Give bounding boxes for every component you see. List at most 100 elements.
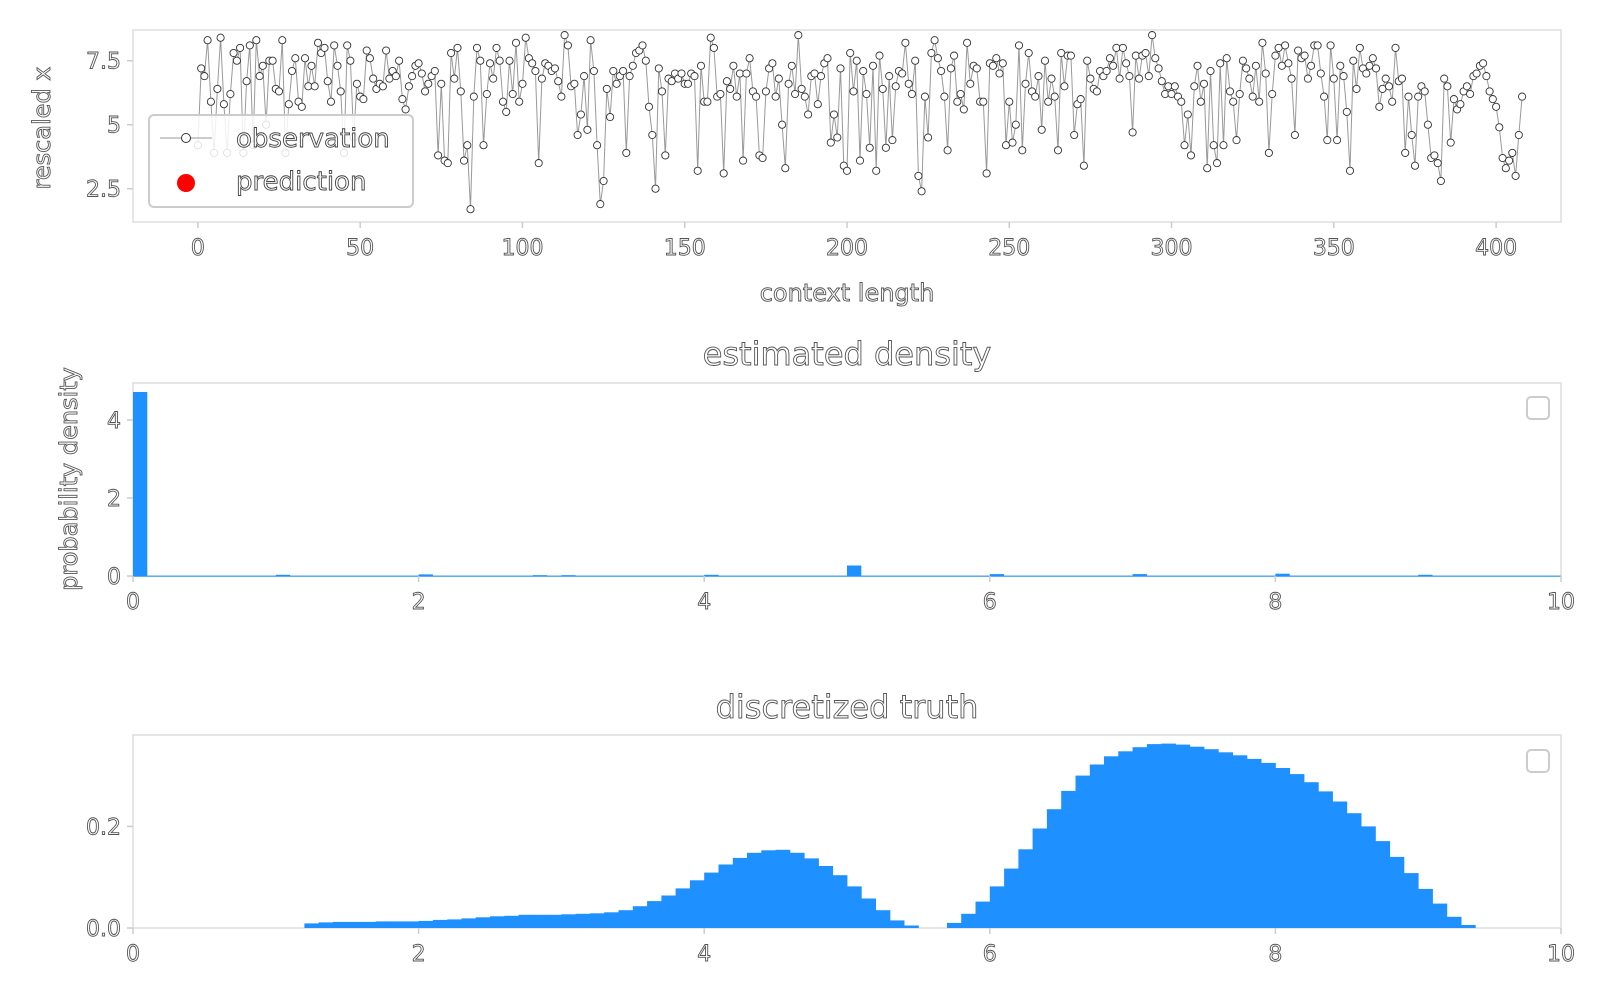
observation-point	[920, 92, 929, 101]
discretized-truth-bar	[1375, 841, 1391, 928]
observation-point	[291, 54, 300, 63]
observation-point	[1268, 89, 1277, 99]
observation-point	[1199, 79, 1209, 88]
observation-point	[1170, 82, 1179, 91]
observation-point	[1511, 171, 1520, 180]
observation-point	[395, 56, 404, 65]
observation-point	[1044, 97, 1053, 106]
observation-point	[1183, 110, 1192, 119]
observation-point	[602, 84, 611, 93]
observation-point	[911, 56, 920, 65]
observation-point	[1154, 64, 1163, 73]
observation-point	[1368, 54, 1377, 63]
observation-point	[1050, 92, 1059, 101]
p3-ytick-label: 0.0	[86, 917, 121, 942]
discretized-truth-bar	[447, 919, 462, 928]
observation-point	[1443, 82, 1452, 91]
discretized-truth-bar	[1132, 747, 1148, 928]
discretized-truth-bar	[1289, 774, 1305, 928]
observation-point	[628, 61, 637, 70]
observation-point	[1384, 82, 1394, 91]
observation-point	[1245, 74, 1254, 83]
discretized-truth-bar	[318, 922, 334, 928]
observation-point	[1423, 120, 1432, 129]
discretized-truth-bar	[604, 912, 619, 928]
observation-point	[1186, 151, 1196, 160]
observation-point	[1034, 72, 1043, 81]
observation-point	[917, 187, 926, 196]
observation-point	[1118, 43, 1127, 52]
p1-xtick-label: 400	[1475, 236, 1517, 261]
observation-point	[1446, 138, 1455, 147]
observation-point	[463, 141, 472, 150]
observation-point	[408, 72, 417, 81]
estimated-density-bar	[704, 574, 719, 576]
observation-point	[479, 141, 488, 150]
discretized-truth-bar	[1218, 752, 1233, 928]
observation-point	[401, 105, 410, 114]
series-xlabel: context length	[760, 279, 935, 307]
observation-point	[521, 33, 530, 42]
observation-point	[1177, 97, 1186, 106]
observation-point	[1135, 74, 1144, 83]
observation-point	[1125, 72, 1134, 81]
observation-point	[489, 74, 498, 83]
observation-point	[515, 97, 524, 106]
discretized-truth-bar	[889, 920, 905, 928]
estimated-density-bar	[1418, 574, 1433, 576]
observation-point	[804, 110, 813, 119]
observation-point	[1193, 61, 1202, 70]
estimated-density-bar	[133, 392, 148, 576]
observation-point	[979, 97, 988, 106]
observation-point	[482, 89, 491, 99]
observation-point	[1436, 176, 1445, 186]
observation-point	[1021, 79, 1030, 88]
discretized-truth-bar	[475, 917, 491, 928]
observation-point	[242, 77, 251, 86]
observation-point	[323, 77, 332, 86]
p1-xtick-label: 350	[1313, 236, 1355, 261]
observation-point	[255, 72, 264, 81]
discretized-truth-bar	[1204, 749, 1219, 928]
discretized-truth-bar	[861, 898, 876, 928]
observation-point	[907, 89, 916, 99]
observation-point	[1449, 95, 1458, 104]
discretized-truth-bar	[1046, 809, 1062, 928]
observation-point	[690, 72, 699, 81]
observation-point	[794, 31, 803, 40]
observation-point	[1430, 151, 1439, 160]
observation-point	[1329, 74, 1338, 83]
legend-prediction-label: prediction	[236, 167, 366, 197]
observation-point	[570, 79, 579, 88]
p3-xtick-label: 8	[1268, 942, 1282, 967]
p1-ytick-label: 5	[107, 114, 121, 139]
observation-point	[252, 36, 261, 45]
observation-point	[1264, 148, 1273, 157]
observation-point	[226, 89, 235, 99]
observation-point	[1518, 92, 1527, 101]
observation-point	[346, 56, 355, 65]
observation-point	[1375, 102, 1384, 111]
observation-point	[937, 66, 946, 76]
observation-point	[677, 69, 686, 78]
observation-point	[872, 166, 881, 175]
observation-point	[778, 120, 787, 129]
observation-point	[352, 79, 361, 88]
discretized-truth-bar	[461, 918, 477, 928]
observation-point	[1261, 69, 1270, 78]
observation-point	[940, 92, 949, 101]
p2-xtick-label: 0	[126, 590, 140, 615]
observation-point	[868, 61, 878, 70]
observation-point	[550, 64, 559, 73]
observation-point	[450, 74, 459, 83]
discretized-truth-bar	[1075, 775, 1091, 928]
discretized-truth-bar	[375, 921, 391, 928]
observation-point	[1014, 41, 1024, 50]
observation-point	[1501, 164, 1510, 173]
observation-point	[313, 38, 323, 47]
observation-point	[1235, 89, 1244, 99]
discretized-truth-bar	[1104, 756, 1119, 928]
discretized-truth-bar	[532, 914, 548, 928]
observation-point	[1011, 120, 1020, 129]
observation-point	[1472, 69, 1481, 78]
